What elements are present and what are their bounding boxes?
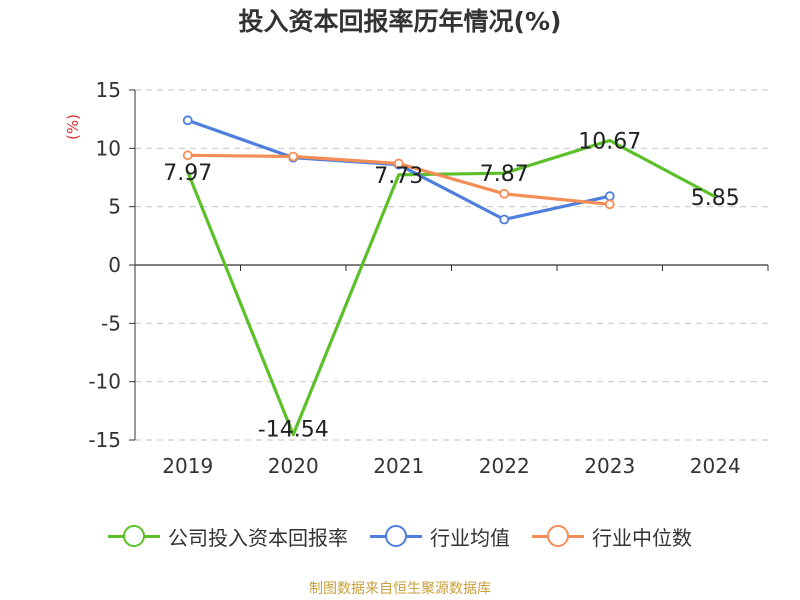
legend-item-1[interactable]: 行业均值 (370, 522, 510, 551)
y-tick-label: -5 (101, 311, 121, 335)
data-label: 7.73 (374, 164, 423, 189)
x-tick-label: 2020 (268, 454, 319, 478)
x-tick-label: 2019 (162, 454, 213, 478)
x-tick-label: 2022 (479, 454, 530, 478)
source-note: 制图数据来自恒生聚源数据库 (309, 581, 491, 597)
x-tick-label: 2023 (584, 454, 635, 478)
x-tick-label: 2024 (690, 454, 741, 478)
legend-label: 行业中位数 (592, 525, 692, 550)
series-point-2 (604, 199, 615, 210)
y-tick-label: -15 (88, 428, 121, 452)
series-point-2 (499, 188, 510, 199)
legend: 公司投入资本回报率 行业均值 行业中位数 (0, 518, 800, 554)
series-point-2 (288, 151, 299, 162)
series-point-1 (499, 214, 510, 225)
y-tick-label: 10 (96, 136, 121, 160)
legend-swatch (108, 525, 160, 547)
data-label: 10.67 (578, 130, 641, 155)
legend-item-0[interactable]: 公司投入资本回报率 (108, 522, 348, 551)
y-axis-label: (%) (64, 114, 82, 140)
legend-item-2[interactable]: 行业中位数 (532, 522, 692, 551)
data-label: -14.54 (258, 418, 329, 443)
series-point-2 (182, 150, 193, 161)
y-tick-label: 15 (96, 78, 121, 102)
series-line-0 (186, 138, 717, 437)
chart-title: 投入资本回报率历年情况(%) (238, 7, 562, 36)
series-point-1 (182, 115, 193, 126)
y-tick-label: 0 (108, 253, 121, 277)
legend-swatch (532, 525, 584, 547)
legend-swatch (370, 525, 422, 547)
data-label: 7.97 (163, 161, 212, 186)
x-tick-label: 2021 (373, 454, 424, 478)
series-point-1 (604, 191, 615, 202)
series-point-2 (393, 158, 404, 169)
y-tick-label: 5 (108, 195, 121, 219)
data-label: 5.85 (691, 186, 740, 211)
data-label: 7.87 (480, 162, 529, 187)
y-tick-label: -10 (88, 370, 121, 394)
legend-label: 公司投入资本回报率 (168, 525, 348, 550)
legend-label: 行业均值 (430, 525, 510, 550)
